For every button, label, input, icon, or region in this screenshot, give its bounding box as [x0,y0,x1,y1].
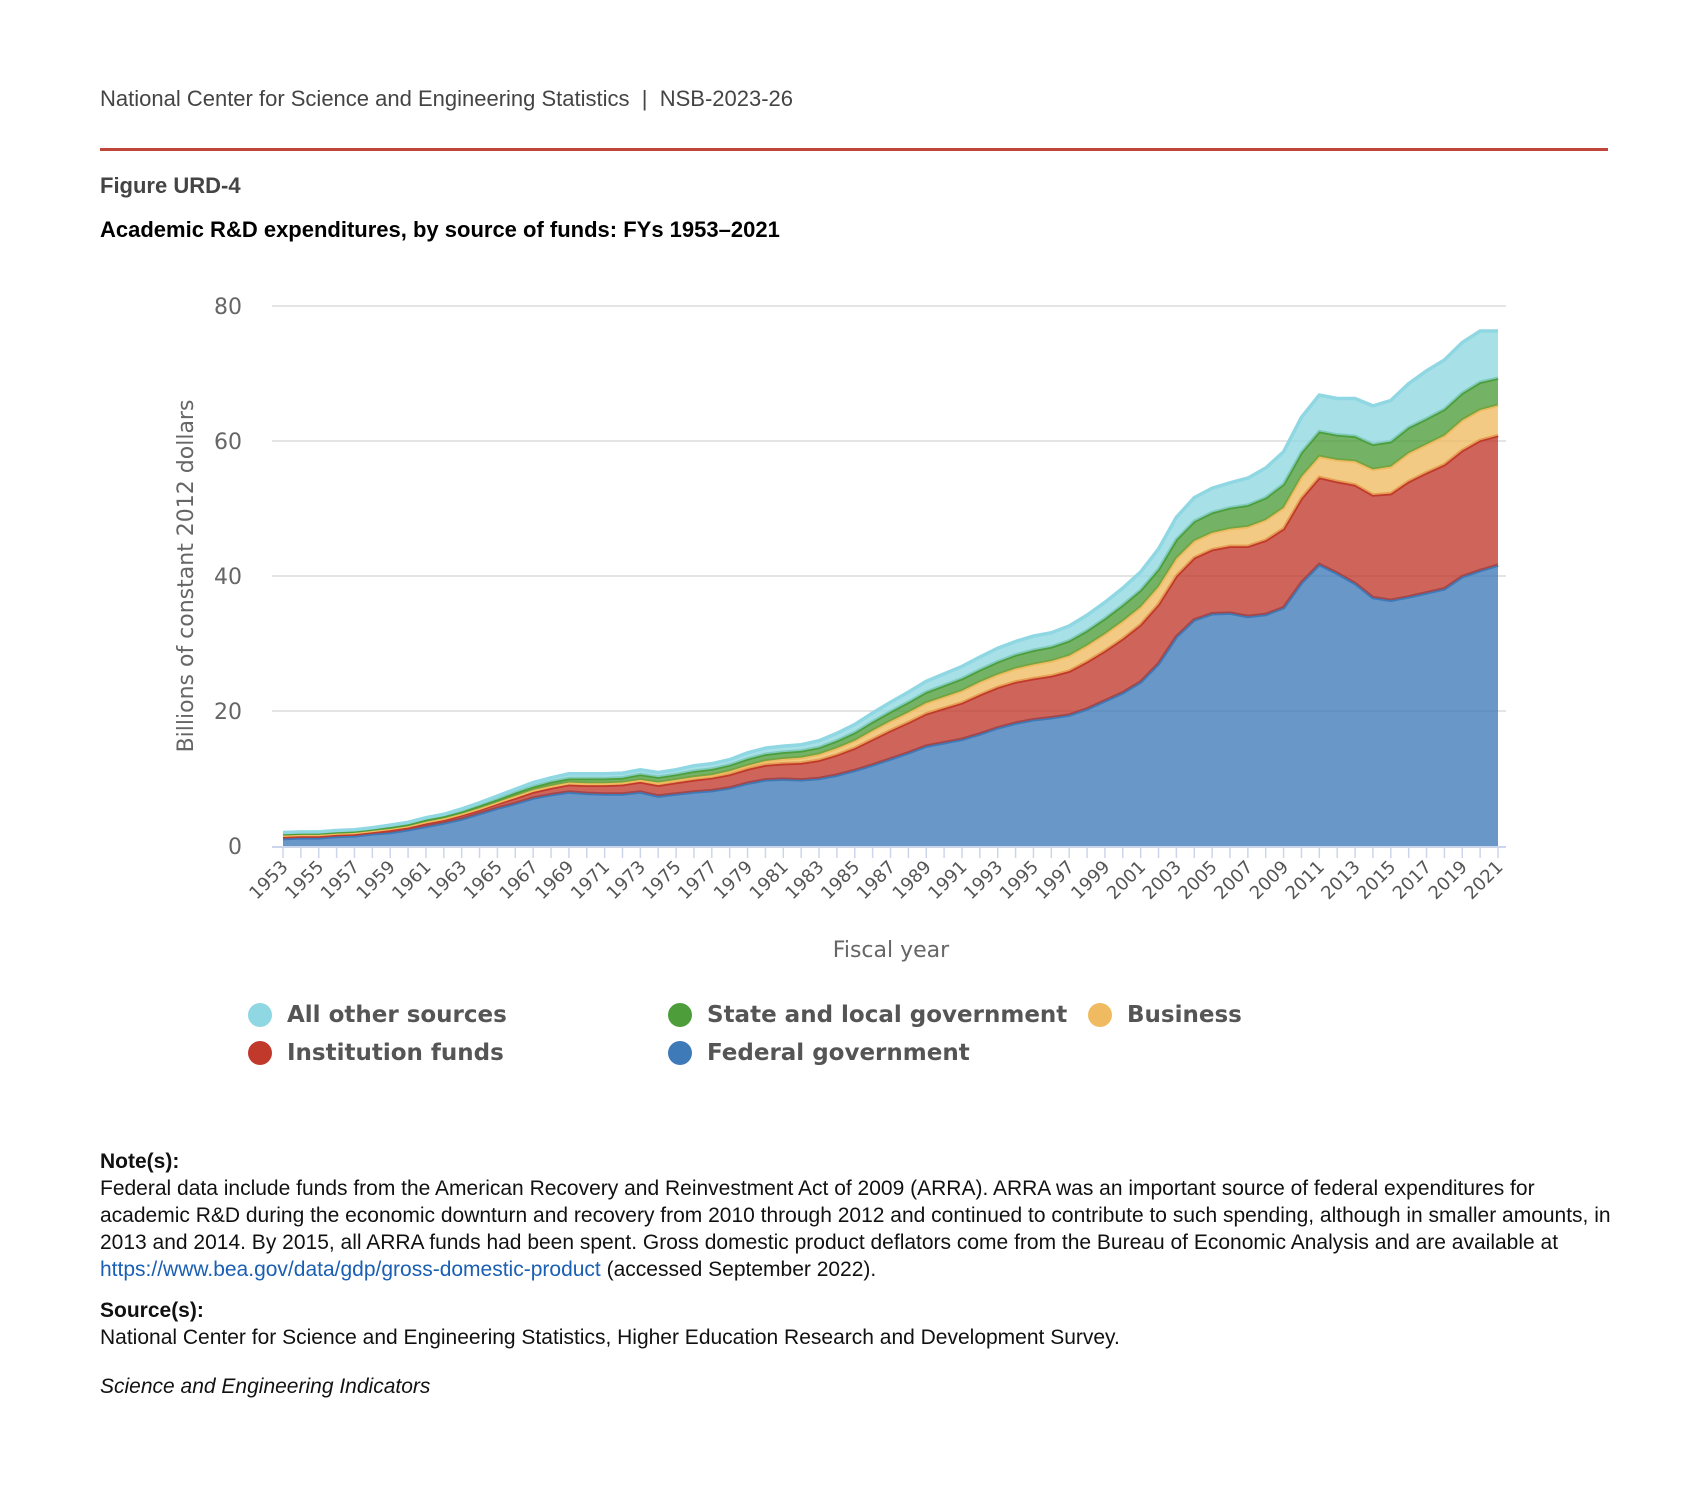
legend-label: Business [1127,1002,1242,1028]
x-axis-label: Fiscal year [833,938,950,963]
legend-label: Institution funds [287,1040,504,1066]
chart-title: Academic R&D expenditures, by source of … [100,217,780,242]
x-tick-label: 2019 [1425,857,1472,904]
x-tick-label: 1995 [996,857,1043,904]
org-name: National Center for Science and Engineer… [100,86,630,111]
header-separator: | [641,86,648,111]
notes-section: Note(s): Federal data include funds from… [100,1148,1620,1400]
x-tick-label: 1975 [638,857,685,904]
figure-label: Figure URD-4 [100,173,241,198]
x-tick-label: 1997 [1031,857,1078,904]
x-tick-label: 1977 [674,857,721,904]
notes-text-end: (accessed September 2022). [600,1258,877,1281]
legend-swatch-icon [248,1041,272,1065]
legend-swatch-icon [668,1003,692,1027]
y-tick-label: 80 [214,295,242,320]
legend-swatch-icon [668,1041,692,1065]
x-tick-label: 2013 [1317,857,1364,904]
x-tick-label: 1987 [853,857,900,904]
area-institution-funds[interactable] [283,435,1498,839]
y-axis-label: Billions of constant 2012 dollars [174,400,199,753]
y-tick-label: 20 [214,700,242,725]
x-tick-label: 1985 [817,857,864,904]
x-tick-label: 1967 [495,857,542,904]
area-federal-government[interactable] [283,564,1498,846]
legend-swatch-icon [248,1003,272,1027]
x-tick-label: 1991 [924,857,971,904]
x-tick-label: 1989 [889,857,936,904]
legend-item-federal[interactable]: Federal government [668,1040,970,1066]
x-tick-label: 2003 [1139,857,1186,904]
x-tick-label: 1955 [281,857,328,904]
series-line [282,329,1498,835]
x-tick-label: 1961 [388,857,435,904]
x-tick-label: 1979 [710,857,757,904]
legend-item-other[interactable]: All other sources [248,1002,507,1028]
x-tick-label: 1957 [317,857,364,904]
x-tick-label: 1999 [1067,857,1114,904]
x-tick-label: 1993 [960,857,1007,904]
x-tick-label: 2015 [1353,857,1400,904]
y-tick-label: 60 [214,430,242,455]
legend-item-institution[interactable]: Institution funds [248,1040,504,1066]
x-tick-label: 1963 [424,857,471,904]
legend-item-business[interactable]: Business [1088,1002,1242,1028]
sources-heading: Source(s): [100,1299,204,1322]
x-tick-label: 2009 [1246,857,1293,904]
x-tick-label: 1971 [567,857,614,904]
x-tick-label: 2017 [1389,857,1436,904]
x-tick-label: 2005 [1174,857,1221,904]
x-tick-label: 1969 [531,857,578,904]
legend-item-state[interactable]: State and local government [668,1002,1067,1028]
notes-heading: Note(s): [100,1150,180,1173]
footer-publication: Science and Engineering Indicators [100,1375,431,1398]
x-tick-label: 1981 [746,857,793,904]
report-id: NSB-2023-26 [659,86,794,111]
notes-text: Federal data include funds from the Amer… [100,1177,1611,1254]
report-header: National Center for Science and Engineer… [100,86,793,112]
x-tick-label: 2007 [1210,857,1257,904]
y-tick-label: 40 [214,565,242,590]
y-tick-label: 0 [228,835,242,860]
legend-label: State and local government [707,1002,1068,1028]
legend-label: Federal government [707,1040,970,1066]
x-tick-label: 2021 [1460,857,1507,904]
x-tick-label: 1973 [603,857,650,904]
x-tick-label: 2011 [1282,857,1329,904]
x-tick-label: 1965 [460,857,507,904]
sources-text: National Center for Science and Engineer… [100,1326,1120,1349]
x-tick-label: 1959 [352,857,399,904]
legend-swatch-icon [1088,1003,1112,1027]
x-tick-label: 1953 [245,857,292,904]
x-tick-label: 2001 [1103,857,1150,904]
legend-label: All other sources [287,1002,507,1028]
stacked-area-chart: 0204060801953195519571959196119631965196… [174,295,1508,963]
header-rule [100,148,1608,151]
bea-link[interactable]: https://www.bea.gov/data/gdp/gross-domes… [100,1258,601,1281]
x-tick-label: 1983 [781,857,828,904]
